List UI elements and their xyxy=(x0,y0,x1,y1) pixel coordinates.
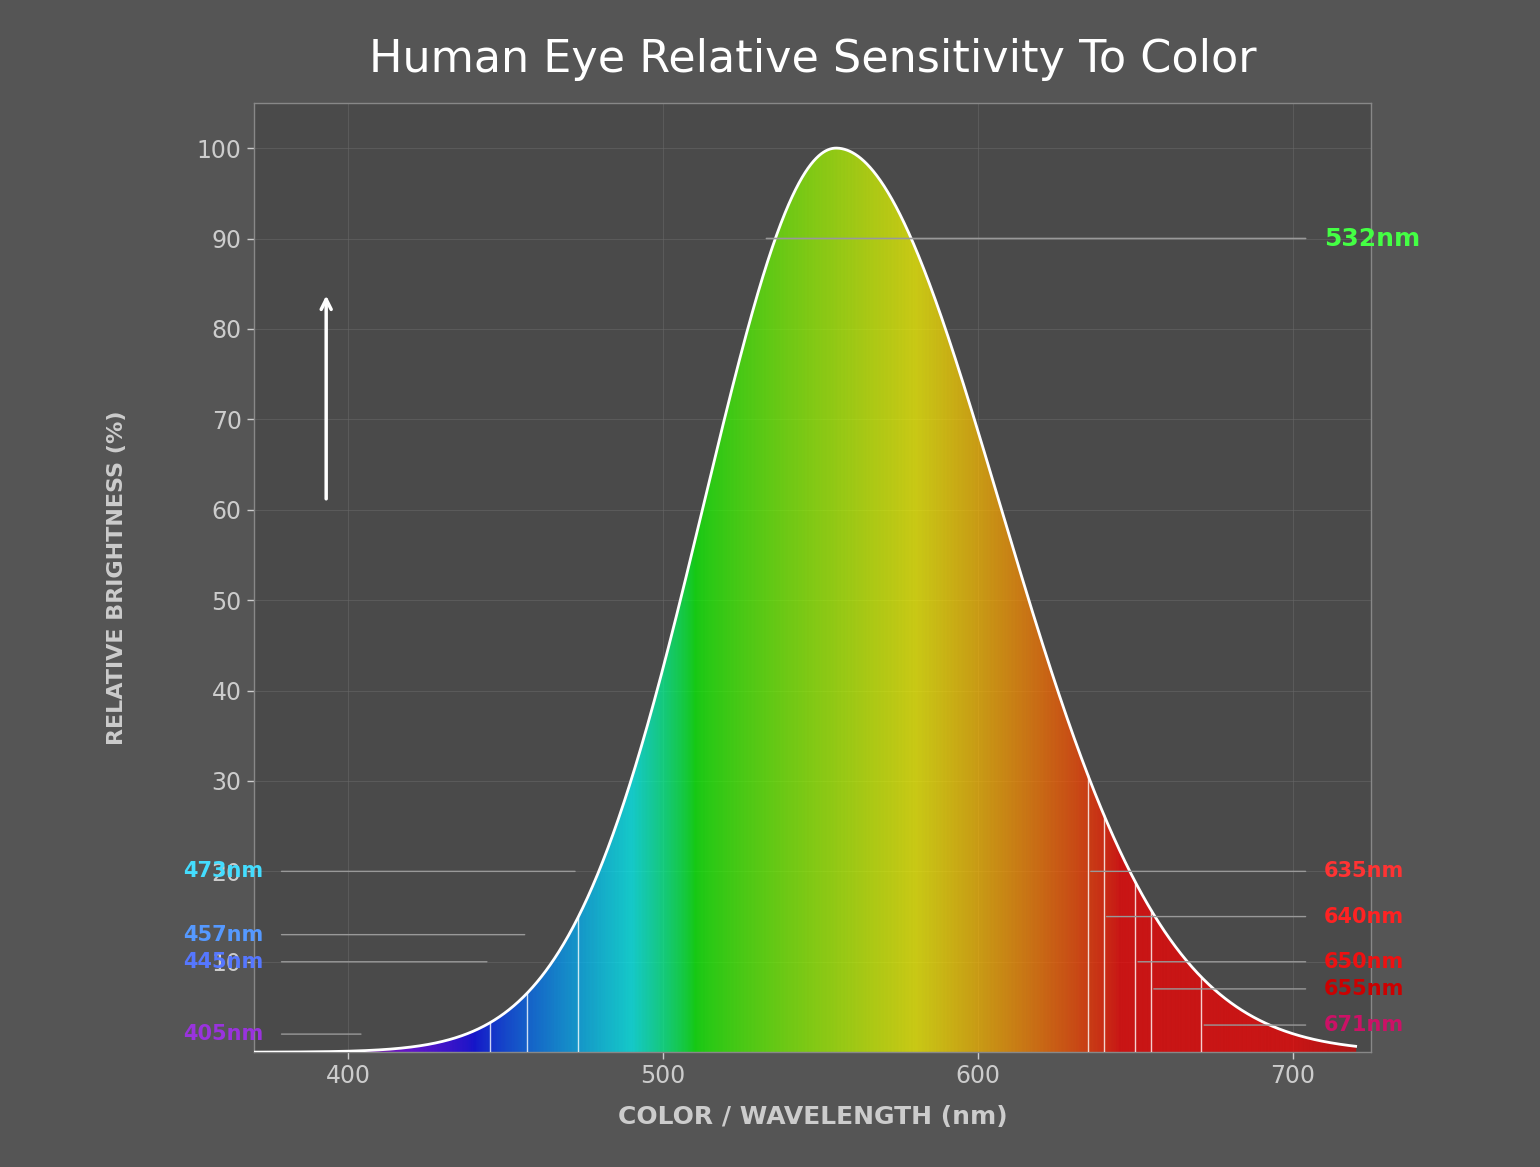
Text: 640nm: 640nm xyxy=(1324,907,1404,927)
Text: 655nm: 655nm xyxy=(1324,979,1404,999)
X-axis label: COLOR / WAVELENGTH (nm): COLOR / WAVELENGTH (nm) xyxy=(618,1105,1007,1128)
Text: 650nm: 650nm xyxy=(1324,952,1404,972)
Text: 405nm: 405nm xyxy=(183,1025,263,1044)
Text: 532nm: 532nm xyxy=(1324,226,1420,251)
Y-axis label: RELATIVE BRIGHTNESS (%): RELATIVE BRIGHTNESS (%) xyxy=(108,411,128,745)
Text: 635nm: 635nm xyxy=(1324,861,1404,881)
Text: 473nm: 473nm xyxy=(183,861,263,881)
Text: 457nm: 457nm xyxy=(183,924,263,944)
Text: 671nm: 671nm xyxy=(1324,1015,1404,1035)
Text: 445nm: 445nm xyxy=(183,952,263,972)
Title: Human Eye Relative Sensitivity To Color: Human Eye Relative Sensitivity To Color xyxy=(368,39,1257,82)
